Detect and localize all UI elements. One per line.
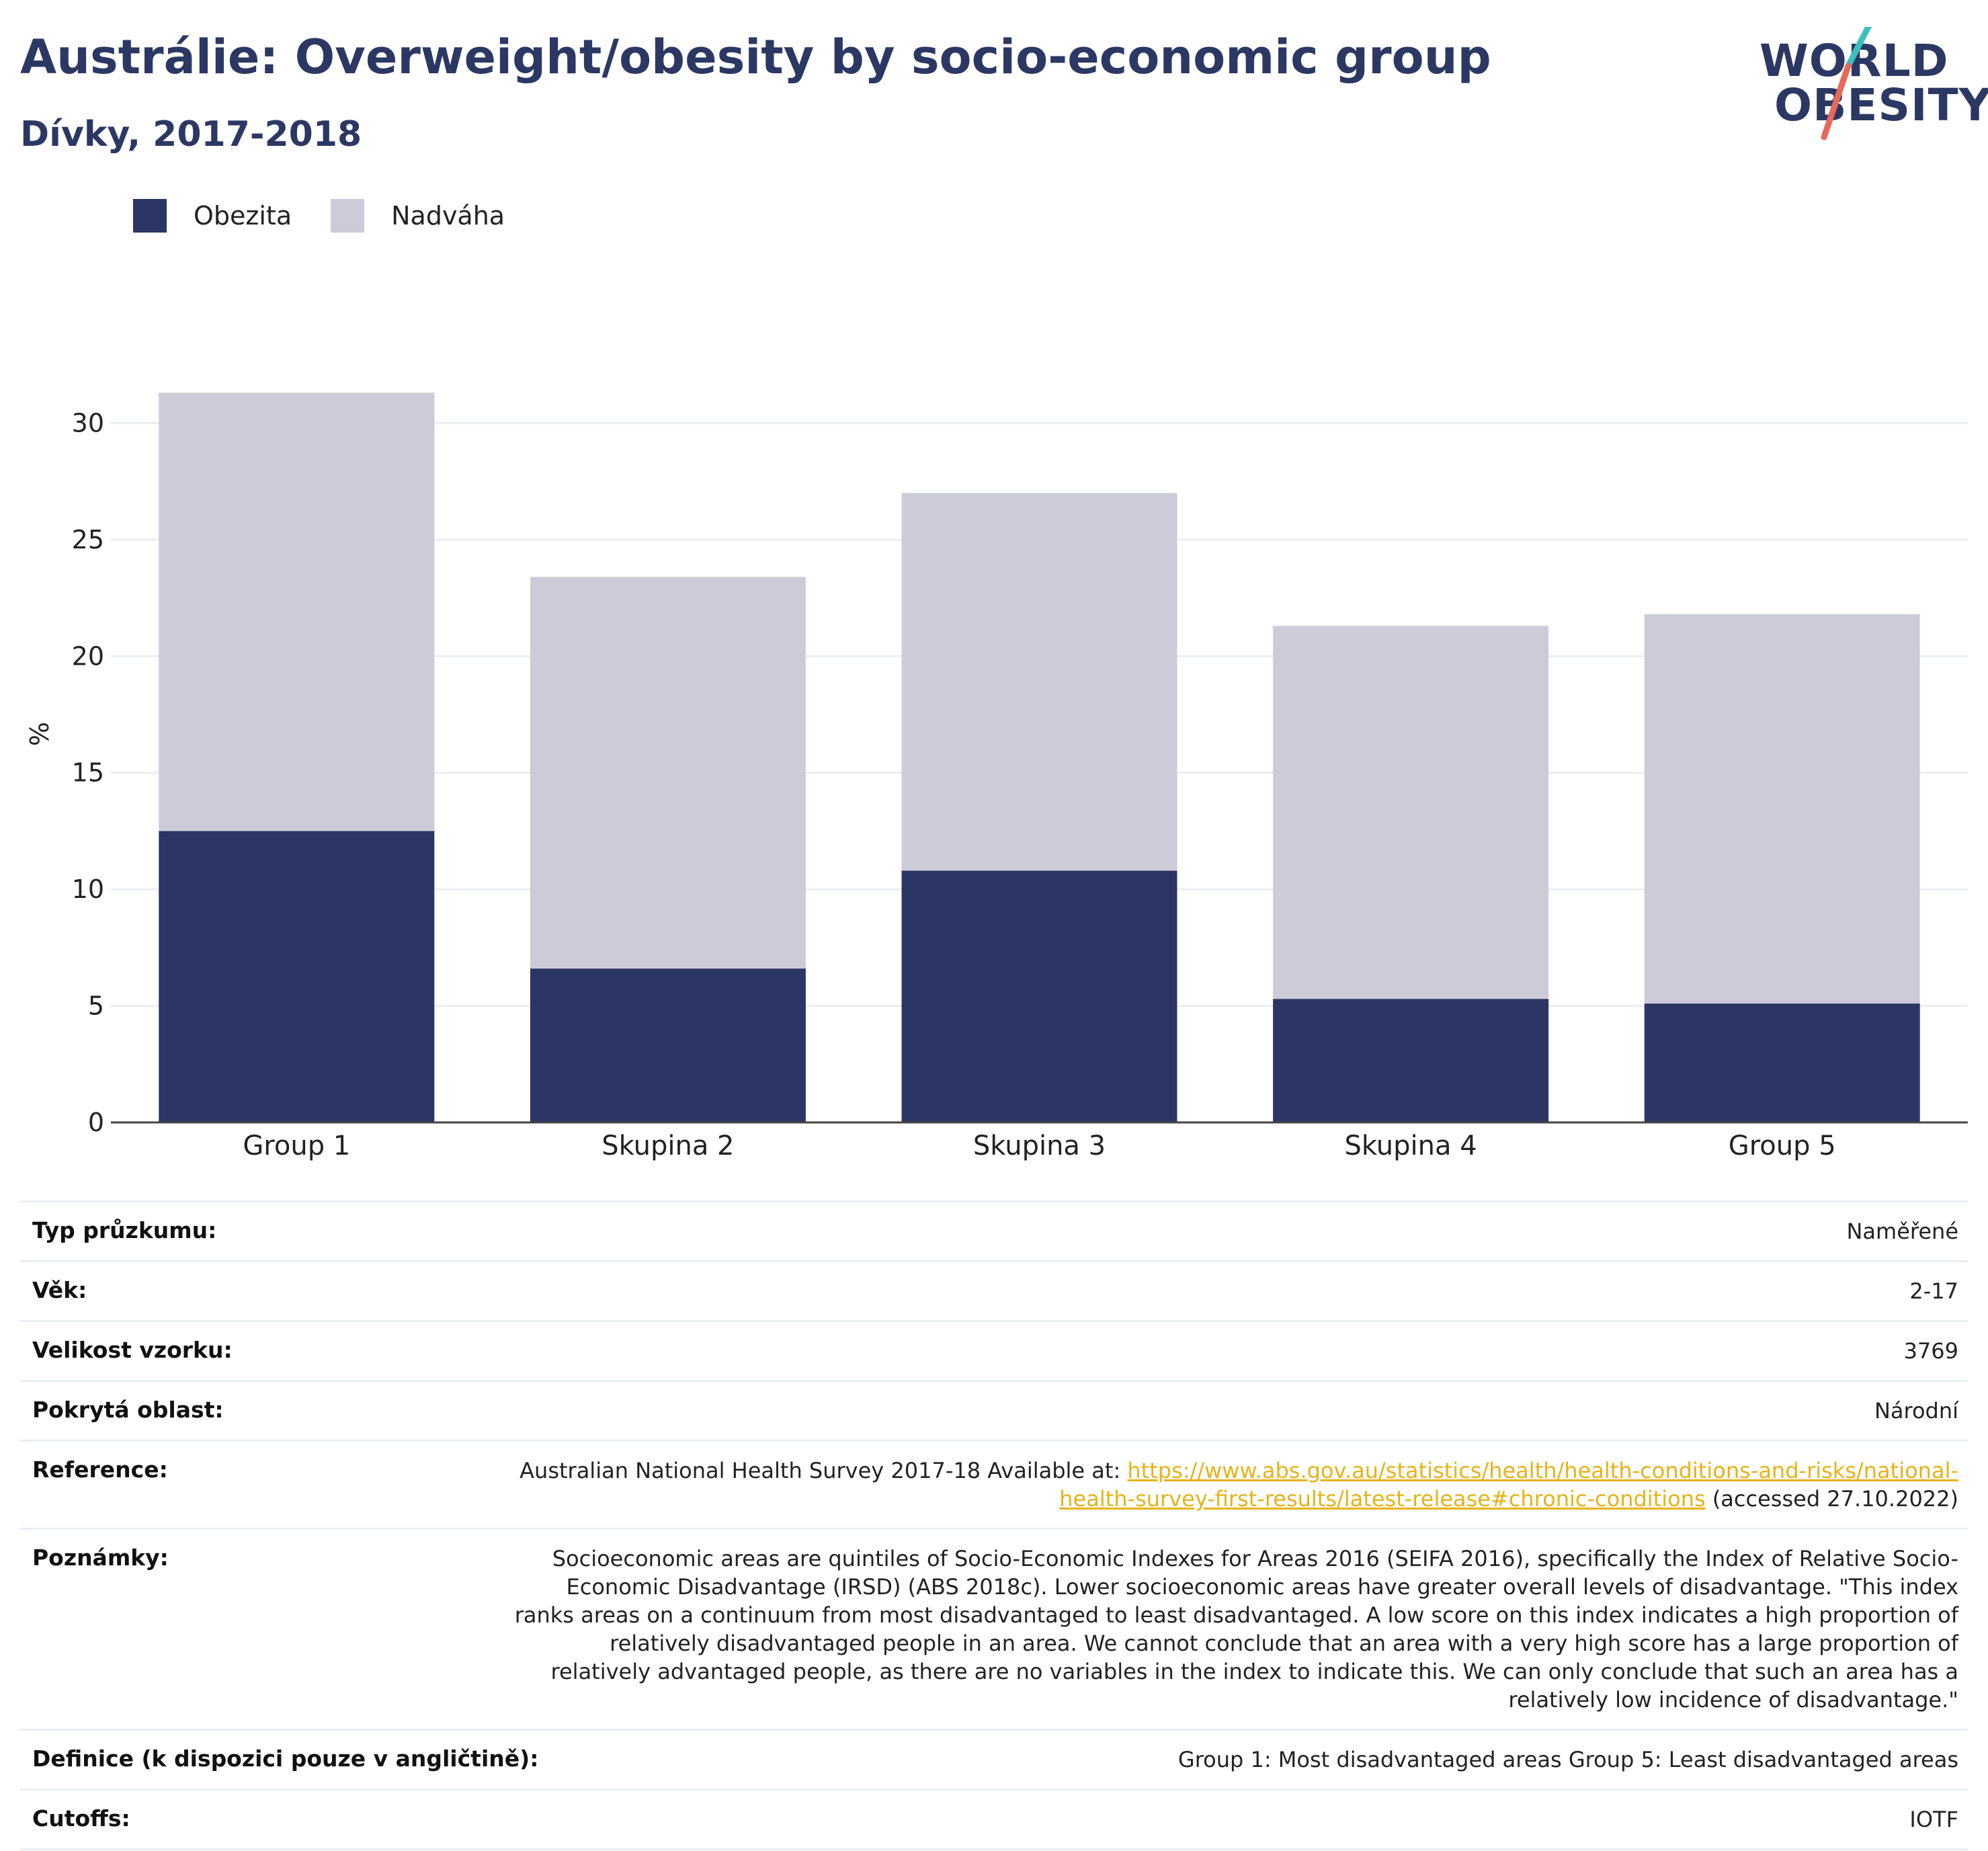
- info-row-area-covered: Pokrytá oblast: Národní: [20, 1380, 1968, 1440]
- bar-overweight: [530, 577, 806, 969]
- stacked-bar-chart: 0 5 10 15 20 25 30% Group 1 Skupina 2 Skupina 3 Sk…: [25, 393, 1968, 1161]
- x-tick-label: Group 1: [243, 1130, 350, 1161]
- x-tick-label: Skupina 3: [973, 1130, 1106, 1161]
- info-label: Cutoffs:: [32, 1805, 130, 1832]
- info-value: Naměřené: [1846, 1219, 1958, 1244]
- info-label: Velikost vzorku:: [32, 1337, 233, 1363]
- info-row-definition: Definice (k dispozici pouze v angličtině…: [20, 1729, 1968, 1788]
- y-tick-label: 15: [72, 758, 104, 788]
- info-value: Group 1: Most disadvantaged areas Group …: [1177, 1747, 1958, 1772]
- y-tick-label: 20: [72, 641, 104, 671]
- info-label: Poznámky:: [32, 1545, 169, 1571]
- y-tick-label: 0: [88, 1108, 104, 1137]
- bar-overweight: [901, 493, 1177, 871]
- bar-overweight: [1273, 626, 1549, 999]
- bar-obesity: [1644, 1003, 1920, 1122]
- world-obesity-logo: WORLD OBESITY: [1747, 27, 1988, 145]
- chart-subtitle: Dívky, 2017-2018: [20, 114, 362, 155]
- legend-swatch-obesity: [133, 199, 167, 233]
- y-tick-label: 10: [72, 874, 104, 904]
- reference-text: Australian National Health Survey 2017-1…: [520, 1458, 1128, 1483]
- legend-label-overweight: Nadváha: [391, 201, 505, 231]
- info-label: Věk:: [32, 1277, 87, 1303]
- info-table: Typ průzkumu: Naměřené Věk: 2-17 Velikos…: [20, 1200, 1968, 1850]
- legend-item-overweight[interactable]: Nadváha: [331, 199, 505, 233]
- legend-swatch-overweight: [331, 199, 365, 233]
- chart-legend: Obezita Nadváha: [133, 199, 544, 233]
- info-label: Reference:: [32, 1456, 168, 1483]
- info-row-age: Věk: 2-17: [20, 1260, 1968, 1320]
- y-tick-label: 25: [72, 525, 104, 554]
- info-label: Definice (k dispozici pouze v angličtině…: [32, 1745, 539, 1772]
- logo-slash-icon: [1821, 27, 1872, 140]
- info-row-sample-size: Velikost vzorku: 3769: [20, 1320, 1968, 1380]
- legend-label-obesity: Obezita: [194, 201, 292, 231]
- info-value: 3769: [1903, 1338, 1958, 1364]
- info-value: Národní: [1874, 1398, 1958, 1424]
- reference-link[interactable]: https://www.abs.gov.au/statistics/health…: [1059, 1458, 1958, 1512]
- info-row-reference: Reference: Australian National Health Su…: [20, 1440, 1968, 1528]
- logo-text-line2: OBESITY: [1774, 79, 1988, 131]
- info-value: Australian National Health Survey 2017-1…: [507, 1456, 1958, 1513]
- x-tick-label: Skupina 4: [1344, 1130, 1477, 1161]
- info-row-cutoffs: Cutoffs: IOTF: [20, 1788, 1968, 1850]
- info-label: Pokrytá oblast:: [32, 1397, 224, 1423]
- x-tick-label: Group 5: [1729, 1130, 1836, 1161]
- y-tick-label: 30: [72, 408, 104, 438]
- info-label: Typ průzkumu:: [32, 1217, 217, 1243]
- info-row-survey-type: Typ průzkumu: Naměřené: [20, 1200, 1968, 1260]
- bar-obesity: [901, 870, 1177, 1122]
- reference-accessed: (accessed 27.10.2022): [1705, 1486, 1958, 1512]
- bar-obesity: [159, 831, 435, 1122]
- y-axis-label: %: [25, 722, 54, 746]
- info-row-notes: Poznámky: Socioeconomic areas are quinti…: [20, 1528, 1968, 1729]
- info-value: Socioeconomic areas are quintiles of Soc…: [514, 1546, 1958, 1713]
- info-value: 2-17: [1909, 1278, 1958, 1304]
- bar-overweight: [1644, 614, 1920, 1004]
- info-value: IOTF: [1909, 1807, 1958, 1832]
- bar-obesity: [530, 969, 806, 1122]
- legend-item-obesity[interactable]: Obezita: [133, 199, 292, 233]
- y-tick-label: 5: [88, 991, 104, 1021]
- bar-overweight: [159, 393, 435, 831]
- chart-title: Austrálie: Overweight/obesity by socio-e…: [20, 30, 1491, 85]
- x-tick-label: Skupina 2: [602, 1130, 734, 1161]
- bar-obesity: [1273, 999, 1549, 1122]
